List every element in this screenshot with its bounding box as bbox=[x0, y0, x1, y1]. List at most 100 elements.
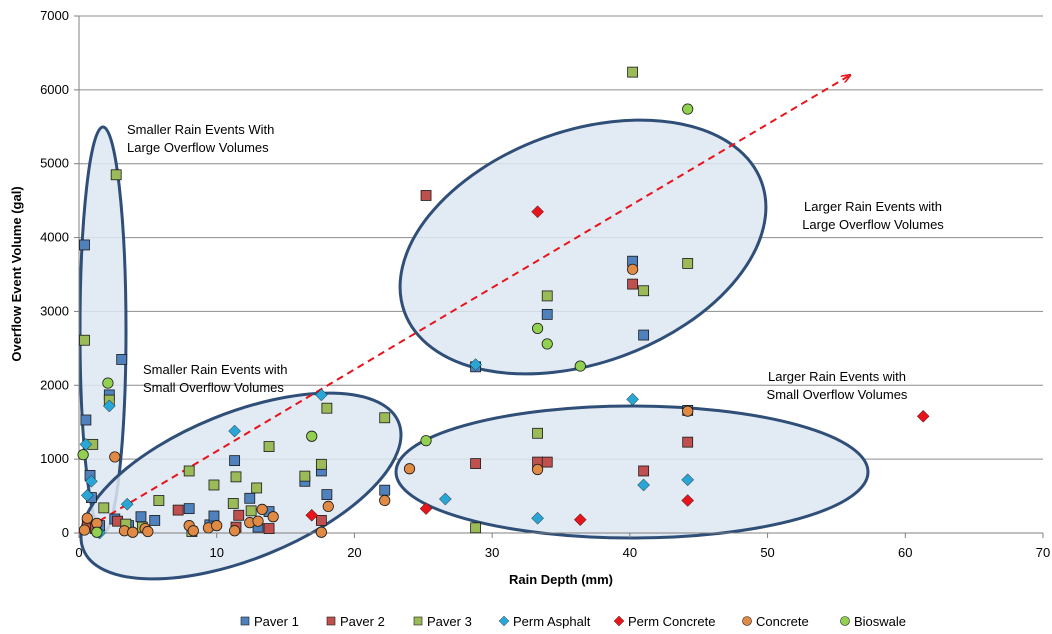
annotation-line: Smaller Rain Events With bbox=[127, 122, 274, 137]
concrete-point bbox=[315, 526, 327, 538]
paver-3-point bbox=[98, 502, 110, 514]
paver-3-point bbox=[315, 458, 327, 470]
paver-2-point bbox=[627, 278, 639, 290]
paver-3-point bbox=[321, 402, 333, 414]
annotation-text: Smaller Rain Events With Large Overflow V… bbox=[127, 122, 274, 155]
paver-1-point bbox=[183, 503, 195, 515]
paver-1-point bbox=[638, 329, 650, 341]
paver-3-point bbox=[208, 479, 220, 491]
legend-paver-3-icon bbox=[413, 616, 423, 626]
x-tick-label: 60 bbox=[898, 545, 912, 560]
perm-asphalt-point bbox=[531, 511, 544, 525]
paver-1-point bbox=[79, 239, 90, 251]
bioswale-point bbox=[574, 360, 586, 372]
paver-3-point bbox=[379, 412, 391, 424]
paver-3-point bbox=[79, 334, 90, 346]
paver-1-point bbox=[208, 510, 220, 522]
paver-1-point bbox=[135, 511, 147, 523]
concrete-point bbox=[379, 494, 391, 507]
paver-1-point bbox=[149, 515, 161, 526]
perm-asphalt-point bbox=[120, 497, 134, 511]
concrete-point bbox=[267, 511, 279, 523]
y-tick-label: 0 bbox=[62, 525, 69, 540]
y-axis-title: Overflow Event Volume (gal) bbox=[9, 186, 24, 361]
legend-perm-concrete-label: Perm Concrete bbox=[628, 614, 715, 629]
concrete-point bbox=[229, 525, 241, 537]
annotation-line: Small Overflow Volumes bbox=[143, 380, 284, 395]
paver-2-point bbox=[233, 509, 245, 521]
x-tick-label: 0 bbox=[75, 545, 82, 560]
perm-asphalt-point bbox=[80, 488, 94, 502]
y-tick-label: 5000 bbox=[40, 156, 69, 171]
annotation-text: Larger Rain Events with Small Overflow Vo… bbox=[767, 369, 908, 402]
trend-arrow-line bbox=[78, 75, 850, 534]
legend-perm-concrete-icon bbox=[613, 615, 625, 627]
perm-concrete-point bbox=[419, 502, 433, 515]
paver-3-point bbox=[532, 427, 543, 439]
concrete-point bbox=[109, 451, 121, 463]
y-tick-label: 3000 bbox=[40, 303, 69, 318]
concrete-point bbox=[127, 526, 139, 538]
concrete-point bbox=[403, 463, 416, 475]
concrete-point bbox=[531, 463, 544, 476]
axis-titles: Rain Depth (mm) Overflow Event Volume (g… bbox=[9, 186, 613, 587]
y-tick-label: 4000 bbox=[40, 230, 69, 245]
annotation-line: Larger Rain Events with bbox=[804, 199, 942, 214]
concrete-point bbox=[627, 263, 639, 275]
trend-arrow bbox=[78, 75, 850, 534]
paver-1-point bbox=[244, 492, 256, 504]
perm-concrete-point bbox=[681, 494, 695, 507]
concrete-point bbox=[256, 503, 268, 515]
annotation-line: Large Overflow Volumes bbox=[127, 140, 269, 155]
perm-concrete-point bbox=[531, 205, 544, 219]
paver-2-point bbox=[172, 504, 184, 516]
annotation-text: Larger Rain Events with Large Overflow Vo… bbox=[802, 199, 944, 232]
bioswale-point bbox=[420, 435, 432, 447]
x-tick-label: 40 bbox=[623, 545, 637, 560]
paver-1-point bbox=[321, 489, 333, 500]
concrete-point bbox=[142, 525, 154, 538]
paver-3-point bbox=[470, 522, 482, 534]
bioswale-point bbox=[306, 430, 318, 442]
paver-2-point bbox=[315, 515, 327, 526]
perm-concrete-point bbox=[916, 409, 930, 423]
region-ellipses bbox=[78, 118, 870, 581]
bioswale-point bbox=[531, 322, 544, 335]
legend-bioswale-label: Bioswale bbox=[854, 614, 906, 629]
y-tick-label: 1000 bbox=[40, 451, 69, 466]
legend-paver-3-label: Paver 3 bbox=[427, 614, 472, 629]
bioswale-point bbox=[77, 449, 89, 461]
y-tick-label: 7000 bbox=[40, 8, 69, 23]
paver-2-point bbox=[541, 456, 553, 468]
perm-asphalt-point bbox=[85, 474, 98, 488]
legend-paver-2-label: Paver 2 bbox=[340, 614, 385, 629]
paver-2-point bbox=[263, 523, 275, 534]
bioswale-point bbox=[541, 338, 553, 350]
bioswale-point bbox=[682, 103, 694, 115]
concrete-point bbox=[187, 525, 199, 537]
concrete-point bbox=[252, 515, 264, 527]
perm-asphalt-point bbox=[228, 424, 241, 438]
annotation-line: Larger Rain Events with bbox=[768, 369, 906, 384]
paver-3-point bbox=[227, 498, 239, 509]
perm-asphalt-point bbox=[315, 388, 328, 402]
paver-3-point bbox=[183, 465, 195, 477]
perm-asphalt-point bbox=[637, 478, 650, 492]
legend-concrete-label: Concrete bbox=[756, 614, 809, 629]
paver-3-point bbox=[638, 285, 650, 297]
paver-3-point bbox=[299, 470, 311, 482]
paver-3-point bbox=[541, 290, 553, 302]
paver-1-point bbox=[80, 414, 92, 426]
annotation-line: Smaller Rain Events with bbox=[143, 362, 288, 377]
paver-3-point bbox=[245, 505, 257, 517]
perm-asphalt-point bbox=[626, 392, 639, 406]
paver-2-point bbox=[420, 190, 432, 201]
bioswale-point bbox=[102, 377, 114, 389]
data-points bbox=[77, 66, 930, 540]
paver-3-point bbox=[230, 471, 242, 483]
paver-3-point bbox=[263, 441, 275, 452]
perm-concrete-point bbox=[573, 513, 587, 527]
perm-asphalt-point bbox=[469, 358, 482, 371]
concrete-point bbox=[78, 524, 91, 536]
